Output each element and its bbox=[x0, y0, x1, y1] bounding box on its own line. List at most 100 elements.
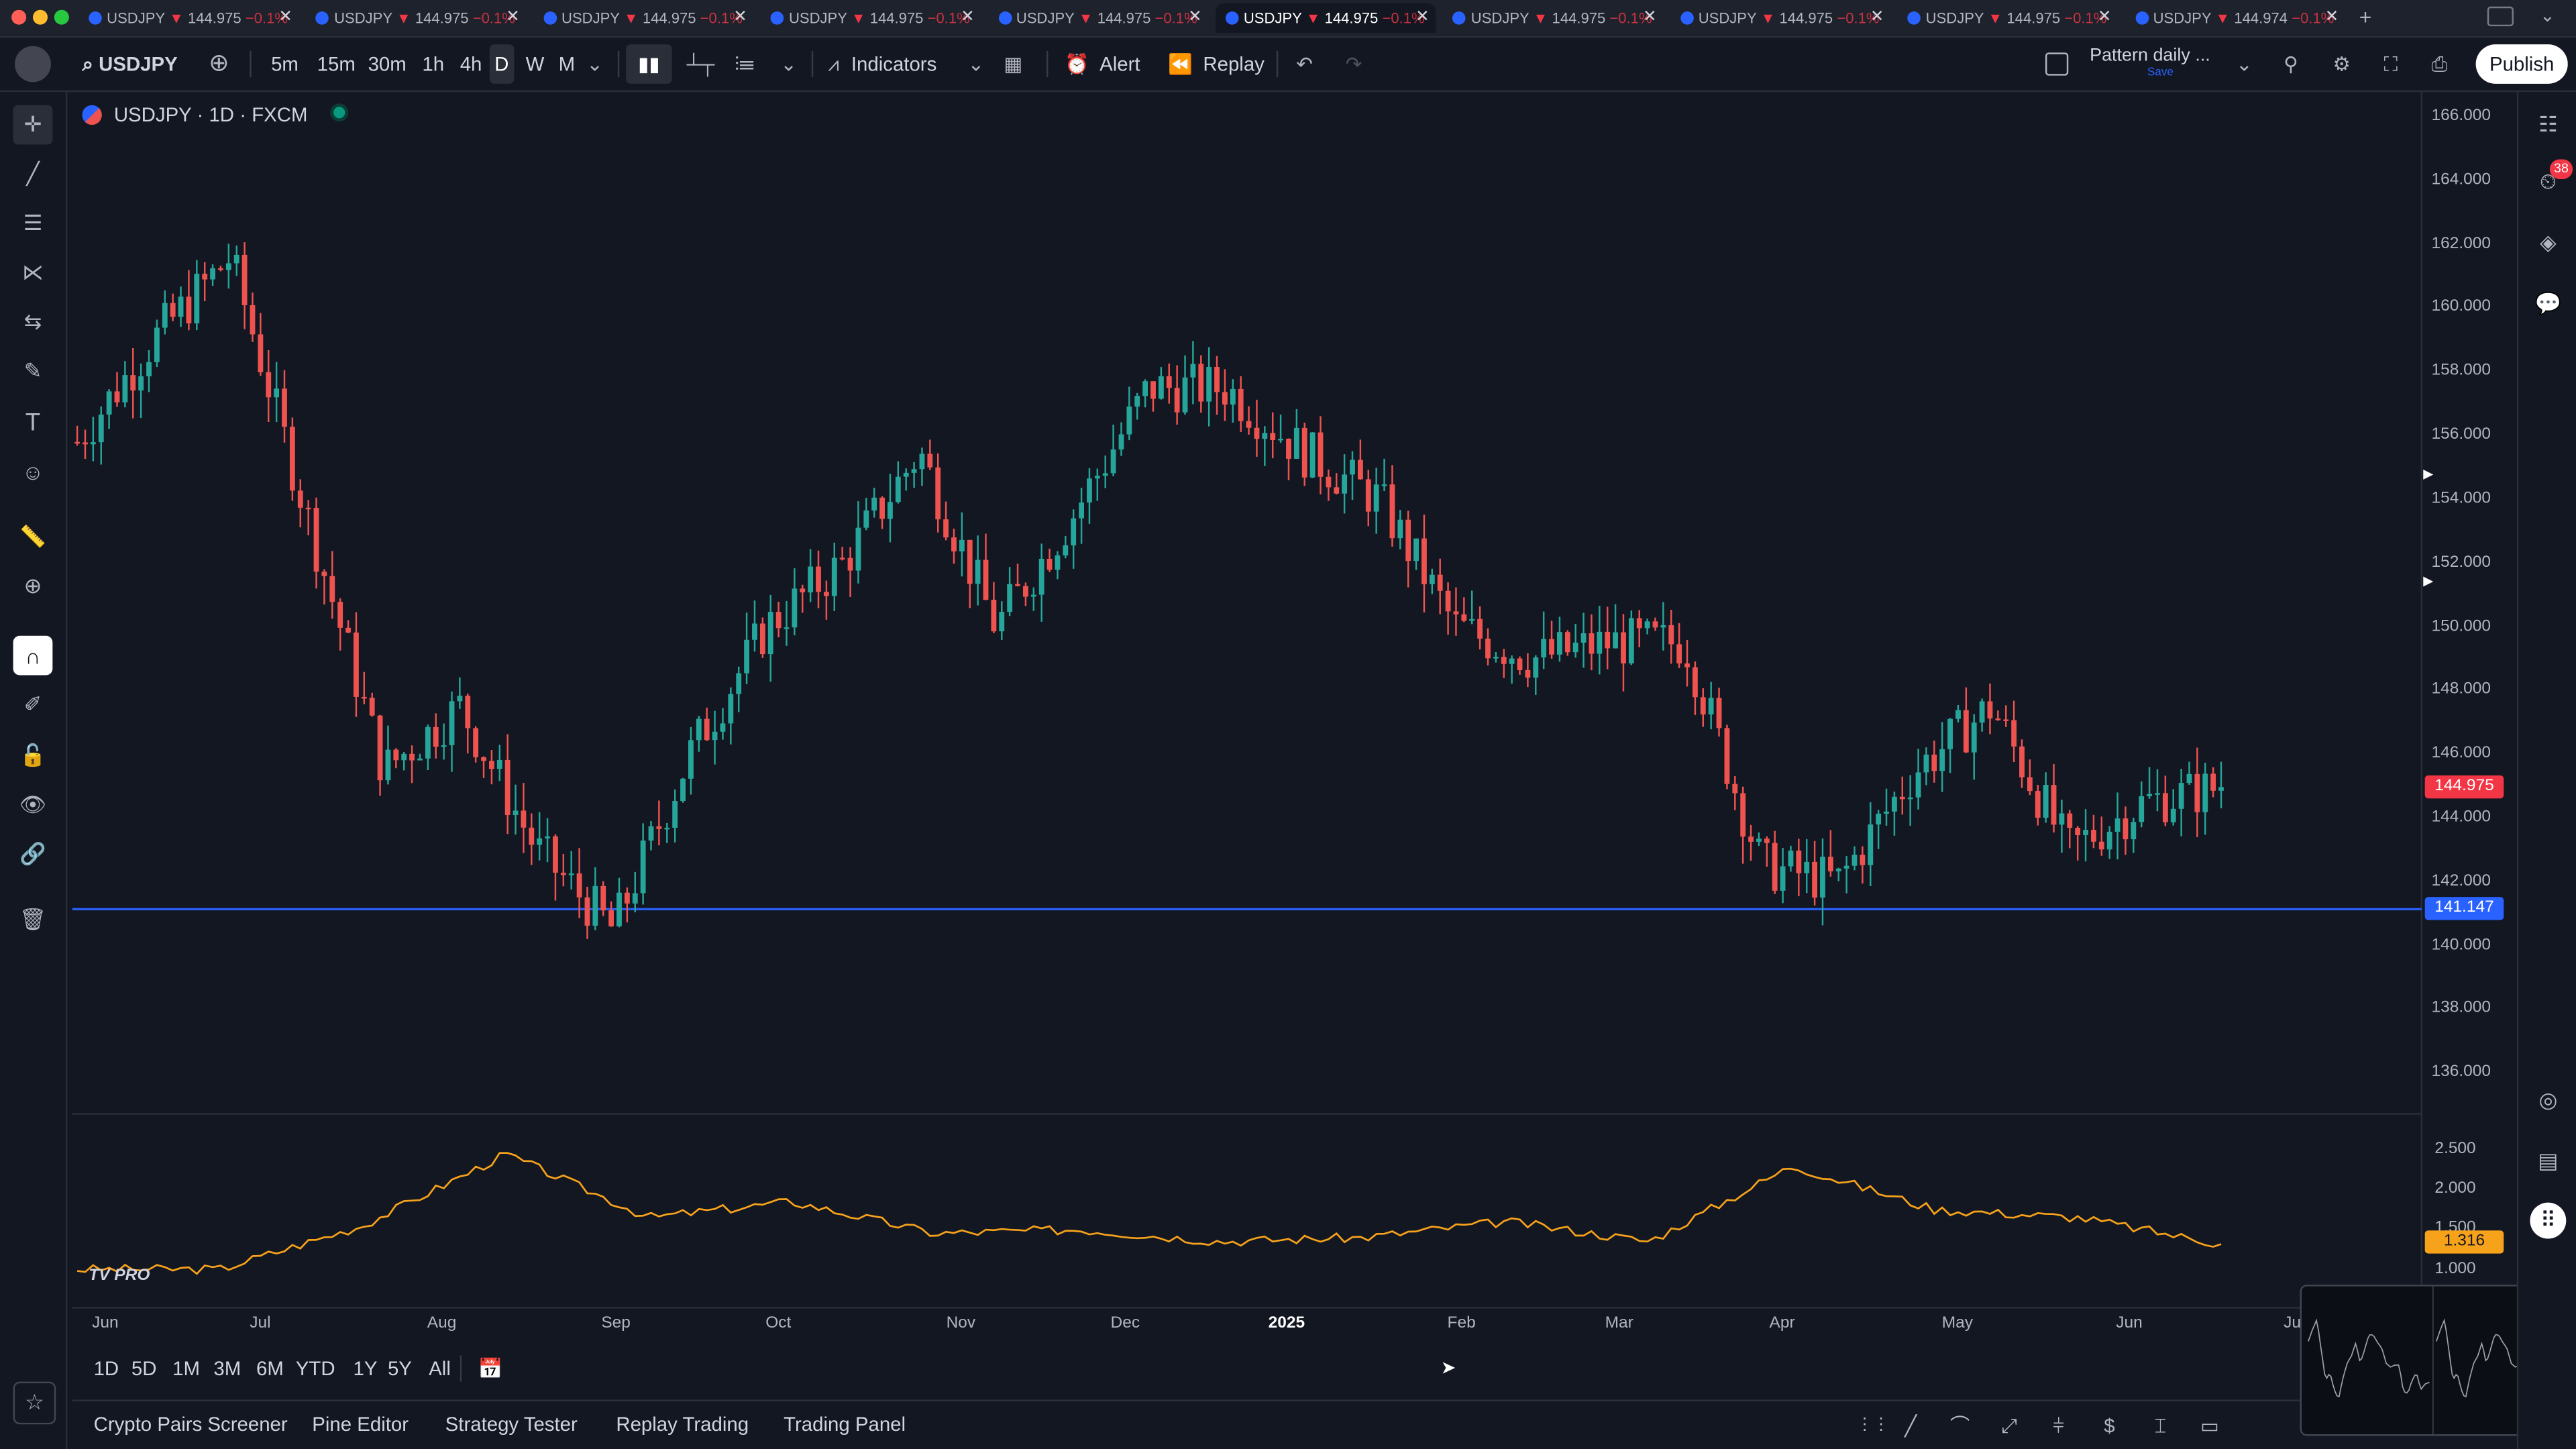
bottom-tab[interactable]: Trading Panel bbox=[784, 1413, 906, 1436]
chart-tab[interactable]: USDJPY ▼ 144.975 −0.1% ✕ bbox=[533, 3, 753, 33]
bottom-tab[interactable]: Strategy Tester bbox=[445, 1413, 578, 1436]
emoji-icon[interactable]: ☺ bbox=[21, 459, 44, 484]
link-icon[interactable]: 🔗 bbox=[19, 841, 46, 866]
minimize-window-button[interactable] bbox=[32, 9, 48, 25]
close-tab-icon[interactable]: ✕ bbox=[733, 8, 747, 27]
user-avatar[interactable] bbox=[15, 46, 51, 83]
maximize-window-button[interactable] bbox=[54, 9, 69, 25]
range-button-1y[interactable]: 1Y bbox=[353, 1356, 378, 1381]
bottom-tab[interactable]: Pine Editor bbox=[312, 1413, 409, 1436]
layout-grid-icon[interactable]: ▦ bbox=[1004, 52, 1023, 76]
magnet-icon[interactable]: ∩ bbox=[13, 635, 53, 676]
chart-tab[interactable]: USDJPY ▼ 144.975 −0.1% ✕ bbox=[79, 3, 299, 33]
alert-button[interactable]: ⏰ Alert bbox=[1065, 38, 1140, 90]
close-tab-icon[interactable]: ✕ bbox=[1642, 8, 1657, 27]
close-window-button[interactable] bbox=[11, 9, 27, 25]
candles-chart-type-icon[interactable]: ▮▮ bbox=[626, 44, 672, 84]
interval-d[interactable]: D bbox=[489, 44, 514, 84]
chart-type-icon[interactable]: ⫶☰ bbox=[734, 52, 755, 76]
interval-15m[interactable]: 15m bbox=[317, 52, 356, 76]
camera-snapshot-icon[interactable]: ⎙ bbox=[2431, 52, 2448, 76]
price-tool-icon[interactable]: $ bbox=[2104, 1414, 2115, 1438]
sidebar-toggle-icon[interactable] bbox=[2487, 6, 2514, 27]
line-tool-icon[interactable]: ╱ bbox=[1904, 1414, 1917, 1438]
interval-w[interactable]: W bbox=[525, 52, 545, 76]
apps-grid-icon[interactable]: ⠿ bbox=[2530, 1202, 2567, 1239]
chart-tab[interactable]: USDJPY ▼ 144.975 −0.1% ✕ bbox=[1898, 3, 2118, 33]
trash-icon[interactable]: 🗑 bbox=[19, 906, 47, 932]
range-button-5y[interactable]: 5Y bbox=[387, 1356, 412, 1381]
favorites-star-icon[interactable]: ☆ bbox=[13, 1381, 56, 1425]
layout-name-button[interactable]: Pattern daily ... Save bbox=[2090, 46, 2231, 86]
indicators-button[interactable]: ⩘ Indicators bbox=[828, 38, 936, 90]
prediction-tools-icon[interactable]: ⇆ bbox=[23, 309, 42, 334]
chart-tab[interactable]: USDJPY ▼ 144.975 −0.1% ✕ bbox=[1216, 3, 1436, 33]
publish-button[interactable]: Publish bbox=[2475, 44, 2568, 84]
indicators-dropdown-icon[interactable]: ⌄ bbox=[967, 52, 985, 76]
horizontal-lines-icon[interactable]: ☰ bbox=[23, 210, 43, 235]
eye-icon[interactable]: 👁 bbox=[19, 792, 47, 817]
interval-m[interactable]: M bbox=[558, 52, 576, 76]
new-tab-plus-icon[interactable]: + bbox=[2359, 5, 2372, 30]
interval-1h[interactable]: 1h bbox=[422, 52, 445, 76]
interval-dropdown-chevron-icon[interactable]: ⌄ bbox=[586, 52, 603, 76]
path-tool-icon[interactable]: ⤢ bbox=[2001, 1414, 2017, 1438]
close-tab-icon[interactable]: ✕ bbox=[1188, 8, 1202, 27]
close-tab-icon[interactable]: ✕ bbox=[278, 8, 292, 27]
close-tab-icon[interactable]: ✕ bbox=[1415, 8, 1430, 27]
undo-icon[interactable]: ↶ bbox=[1296, 52, 1313, 76]
layers-icon[interactable]: ◈ bbox=[2540, 229, 2557, 255]
symbol-search-button[interactable]: ⌕ USDJPY bbox=[82, 38, 177, 90]
replay-button[interactable]: ⏪ Replay bbox=[1168, 38, 1265, 90]
quick-search-icon[interactable]: ⚲ bbox=[2284, 52, 2298, 76]
fullscreen-icon[interactable]: ⛶ bbox=[2383, 52, 2398, 76]
go-to-date-calendar-icon[interactable]: 📅 bbox=[478, 1356, 503, 1381]
layout-dropdown-icon[interactable]: ⌄ bbox=[2236, 52, 2253, 76]
zoom-in-icon[interactable]: ⊕ bbox=[23, 573, 42, 598]
chat-icon[interactable]: 💬 bbox=[2534, 290, 2562, 316]
trend-line-icon[interactable]: ╱ bbox=[26, 161, 40, 186]
interval-30m[interactable]: 30m bbox=[368, 52, 407, 76]
pitchfork-icon[interactable]: ⋉ bbox=[22, 259, 44, 284]
candles-tool-icon[interactable]: ⫩ bbox=[2053, 1414, 2064, 1438]
curve-tool-icon[interactable]: ⌒ bbox=[1949, 1414, 1970, 1438]
range-button-all[interactable]: All bbox=[429, 1356, 451, 1381]
close-tab-icon[interactable]: ✕ bbox=[506, 8, 520, 27]
stay-in-drawing-mode-icon[interactable]: ✐ bbox=[23, 692, 42, 716]
calendar-icon[interactable]: ▤ bbox=[2538, 1148, 2559, 1173]
bottom-tab[interactable]: Replay Trading bbox=[616, 1413, 749, 1436]
redo-icon[interactable]: ↷ bbox=[1345, 52, 1362, 76]
range-button-1m[interactable]: 1M bbox=[172, 1356, 200, 1381]
rectangle-tool-icon[interactable]: ▭ bbox=[2200, 1414, 2219, 1438]
chart-tab[interactable]: USDJPY ▼ 144.975 −0.1% ✕ bbox=[988, 3, 1208, 33]
text-cursor-icon[interactable]: ⌶ bbox=[2154, 1414, 2167, 1438]
range-button-1d[interactable]: 1D bbox=[93, 1356, 119, 1381]
range-button-ytd[interactable]: YTD bbox=[295, 1356, 335, 1381]
close-tab-icon[interactable]: ✕ bbox=[2324, 8, 2339, 27]
crosshair-icon[interactable]: ✛ bbox=[13, 105, 53, 145]
interval-4h[interactable]: 4h bbox=[460, 52, 482, 76]
settings-gear-icon[interactable]: ⚙ bbox=[2332, 52, 2351, 76]
range-button-5d[interactable]: 5D bbox=[131, 1356, 157, 1381]
lock-icon[interactable]: 🔓 bbox=[19, 742, 46, 767]
range-button-3m[interactable]: 3M bbox=[213, 1356, 241, 1381]
close-tab-icon[interactable]: ✕ bbox=[2097, 8, 2112, 27]
ruler-icon[interactable]: 📏 bbox=[19, 524, 46, 549]
chart-tab[interactable]: USDJPY ▼ 144.975 −0.1% ✕ bbox=[306, 3, 526, 33]
chart-type-dropdown-icon[interactable]: ⌄ bbox=[780, 52, 797, 76]
layout-icon[interactable] bbox=[2045, 52, 2069, 76]
text-tool-icon[interactable]: T bbox=[25, 408, 41, 437]
compare-symbol-plus-icon[interactable]: ⊕ bbox=[209, 49, 229, 78]
close-tab-icon[interactable]: ✕ bbox=[961, 8, 975, 27]
chart-tab[interactable]: USDJPY ▼ 144.975 −0.1% ✕ bbox=[761, 3, 981, 33]
interval-5m[interactable]: 5m bbox=[271, 52, 299, 76]
chart-tab[interactable]: USDJPY ▼ 144.975 −0.1% ✕ bbox=[1443, 3, 1663, 33]
chart-tab[interactable]: USDJPY ▼ 144.975 −0.1% ✕ bbox=[1670, 3, 1890, 33]
drag-handle-icon[interactable]: ⋮⋮ bbox=[1856, 1416, 1890, 1434]
close-tab-icon[interactable]: ✕ bbox=[1870, 8, 1884, 27]
chart-tab[interactable]: USDJPY ▼ 144.974 −0.1% ✕ bbox=[2125, 3, 2345, 33]
bottom-tab[interactable]: Crypto Pairs Screener bbox=[93, 1413, 288, 1436]
brush-icon[interactable]: ✎ bbox=[23, 358, 42, 383]
watchlist-icon[interactable]: ☷ bbox=[2538, 111, 2558, 137]
